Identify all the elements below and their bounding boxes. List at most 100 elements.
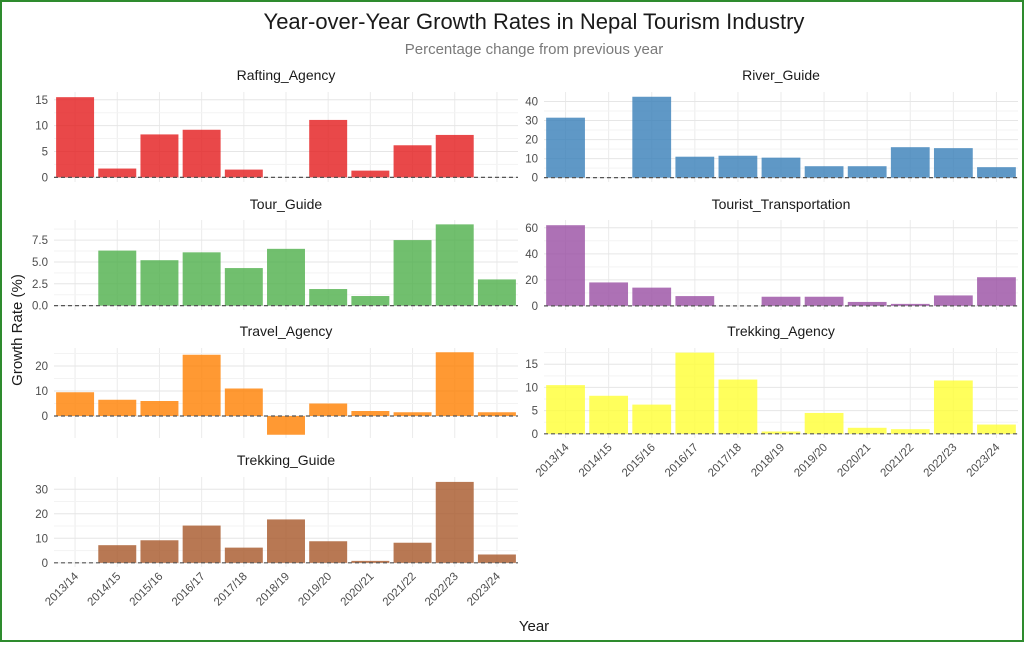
bar-2017/18 bbox=[718, 379, 758, 434]
bar-2019/20 bbox=[309, 289, 348, 306]
y-tick-label: 0 bbox=[42, 411, 48, 423]
panel-title: Tour_Guide bbox=[250, 196, 323, 212]
x-tick-label: 2021/22 bbox=[381, 571, 419, 609]
bar-2023/24 bbox=[477, 554, 516, 563]
bar-2014/15 bbox=[98, 250, 137, 306]
y-tick-label: 20 bbox=[525, 135, 538, 147]
x-tick-label: 2014/15 bbox=[577, 442, 615, 480]
bar-2020/21 bbox=[351, 170, 390, 178]
y-tick-label: 15 bbox=[35, 95, 48, 107]
x-axis-title: Year bbox=[519, 618, 549, 635]
bar-2018/19 bbox=[761, 157, 801, 178]
bar-2022/23 bbox=[435, 224, 474, 306]
panel-title: Rafting_Agency bbox=[237, 67, 336, 83]
y-tick-label: 5 bbox=[532, 406, 538, 418]
bar-2020/21 bbox=[351, 296, 390, 306]
x-tick-label: 2020/21 bbox=[339, 571, 377, 609]
y-tick-label: 0 bbox=[42, 558, 48, 570]
y-tick-label: 20 bbox=[525, 275, 538, 287]
y-tick-label: 60 bbox=[525, 223, 538, 235]
panel-title: Tourist_Transportation bbox=[712, 196, 851, 212]
bar-2017/18 bbox=[224, 268, 263, 306]
bar-2019/20 bbox=[804, 166, 844, 178]
bar-2017/18 bbox=[224, 388, 263, 416]
x-tick-label: 2023/24 bbox=[965, 441, 1003, 479]
panel-title: Trekking_Guide bbox=[237, 452, 336, 468]
chart-subtitle: Percentage change from previous year bbox=[405, 41, 663, 58]
panel-title: Travel_Agency bbox=[240, 323, 333, 339]
bar-2014/15 bbox=[589, 282, 629, 306]
y-tick-label: 7.5 bbox=[32, 235, 48, 247]
x-tick-label: 2015/16 bbox=[620, 442, 658, 480]
panel-title: River_Guide bbox=[742, 67, 820, 83]
x-tick-label: 2014/15 bbox=[86, 571, 124, 609]
y-tick-label: 5 bbox=[42, 146, 48, 158]
bar-2014/15 bbox=[589, 395, 629, 434]
bar-2021/22 bbox=[890, 429, 930, 434]
bar-2015/16 bbox=[632, 287, 672, 306]
bar-2013/14 bbox=[546, 385, 585, 434]
y-tick-label: 10 bbox=[35, 386, 48, 398]
bar-2019/20 bbox=[309, 403, 348, 416]
bar-2022/23 bbox=[435, 481, 474, 563]
bar-2021/22 bbox=[890, 147, 930, 178]
y-tick-label: 15 bbox=[525, 359, 538, 371]
bar-2014/15 bbox=[98, 168, 137, 178]
y-tick-label: 0 bbox=[532, 429, 538, 441]
x-tick-label: 2019/20 bbox=[296, 571, 334, 609]
bar-2013/14 bbox=[546, 225, 585, 306]
bar-2021/22 bbox=[393, 542, 432, 563]
panel-Tour_Guide: Tour_Guide 0.0 2.5 5.0 7.5 bbox=[32, 196, 518, 313]
bar-2017/18 bbox=[224, 547, 263, 563]
bar-2013/14 bbox=[56, 97, 95, 178]
x-tick-label: 2015/16 bbox=[128, 571, 166, 609]
panel-Trekking_Guide: Trekking_Guide 0 10 20 30 2013/14 2014/15 2015/… bbox=[35, 452, 518, 609]
bar-2021/22 bbox=[890, 303, 930, 306]
bar-2021/22 bbox=[393, 145, 432, 178]
bar-2015/16 bbox=[140, 540, 179, 563]
bar-2016/17 bbox=[182, 354, 221, 416]
x-tick-label: 2022/23 bbox=[922, 442, 960, 480]
bar-2019/20 bbox=[309, 119, 348, 178]
bar-2019/20 bbox=[804, 296, 844, 306]
bar-2016/17 bbox=[675, 156, 715, 178]
bar-2021/22 bbox=[393, 240, 432, 306]
y-tick-label: 10 bbox=[525, 382, 538, 394]
y-tick-label: 10 bbox=[35, 121, 48, 133]
y-tick-label: 0 bbox=[532, 173, 538, 185]
bar-2016/17 bbox=[675, 296, 715, 306]
y-tick-label: 10 bbox=[35, 533, 48, 545]
bar-2020/21 bbox=[847, 427, 887, 434]
x-tick-label: 2018/19 bbox=[749, 442, 787, 480]
y-tick-label: 20 bbox=[35, 509, 48, 521]
panel-Rafting_Agency: Rafting_Agency 0 5 10 15 bbox=[35, 67, 518, 184]
panel-Tourist_Transportation: Tourist_Transportation 0 20 40 60 bbox=[525, 196, 1018, 313]
y-tick-label: 40 bbox=[525, 249, 538, 261]
bar-2018/19 bbox=[761, 296, 801, 306]
bar-2023/24 bbox=[977, 424, 1016, 434]
chart-title: Year-over-Year Growth Rates in Nepal Tou… bbox=[264, 9, 805, 34]
facet-panels: Rafting_Agency 0 5 10 15 River_Guide 0 10 20 30 40… bbox=[32, 67, 1018, 609]
x-tick-label: 2013/14 bbox=[534, 441, 572, 479]
bar-2023/24 bbox=[977, 167, 1016, 178]
bar-2016/17 bbox=[182, 252, 221, 306]
x-tick-label: 2017/18 bbox=[706, 442, 744, 480]
bar-2017/18 bbox=[224, 169, 263, 178]
bar-2022/23 bbox=[933, 295, 973, 306]
x-tick-label: 2023/24 bbox=[465, 570, 503, 608]
bar-2020/21 bbox=[847, 166, 887, 178]
y-tick-label: 20 bbox=[35, 361, 48, 373]
x-tick-label: 2017/18 bbox=[212, 571, 250, 609]
bar-2016/17 bbox=[182, 525, 221, 563]
x-tick-label: 2013/14 bbox=[43, 570, 81, 608]
x-tick-label: 2019/20 bbox=[792, 442, 830, 480]
bar-2018/19 bbox=[267, 416, 305, 435]
panel-Trekking_Agency: Trekking_Agency 0 5 10 15 2013/14 2014/15 2015/… bbox=[525, 323, 1018, 480]
y-tick-label: 5.0 bbox=[32, 257, 48, 269]
bar-2013/14 bbox=[546, 117, 585, 178]
bar-2015/16 bbox=[632, 404, 672, 434]
bar-2016/17 bbox=[182, 129, 221, 178]
panel-River_Guide: River_Guide 0 10 20 30 40 bbox=[525, 67, 1018, 185]
